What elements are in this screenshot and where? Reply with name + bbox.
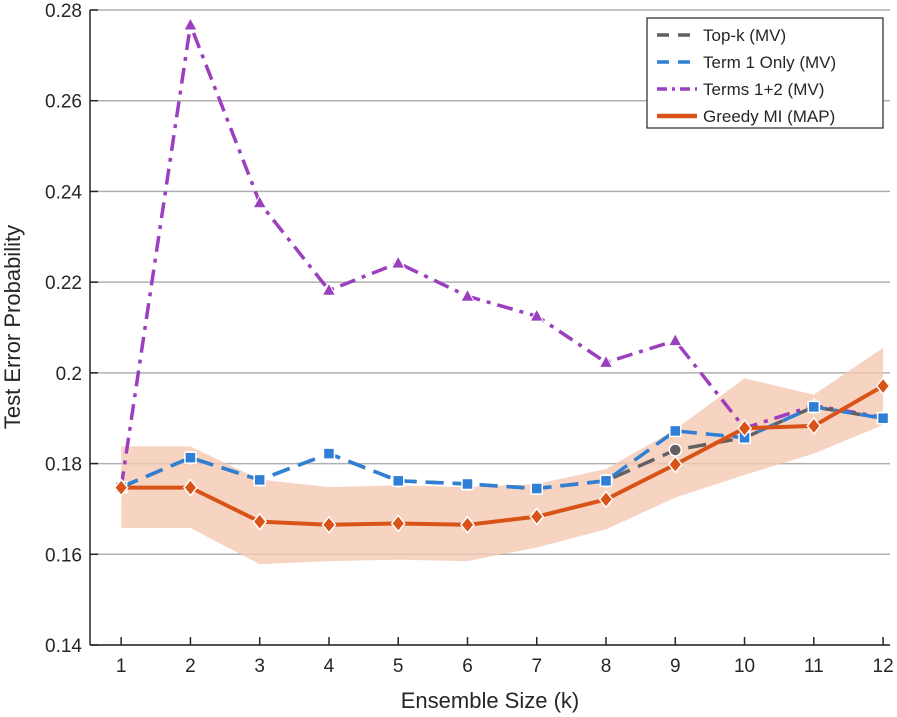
data-point-greedy-mi-map-7 bbox=[529, 507, 545, 526]
data-point-greedy-mi-map-11 bbox=[806, 416, 822, 436]
series-line-terms-1-2-mv bbox=[119, 23, 884, 488]
y-tick-label: 0.22 bbox=[45, 273, 82, 294]
legend-label-top-k-mv: Top-k (MV) bbox=[703, 26, 786, 45]
data-point-top-k-mv-9 bbox=[668, 443, 683, 457]
data-point-terms-1-2-mv-6 bbox=[460, 288, 475, 302]
y-tick-label: 0.14 bbox=[45, 636, 82, 657]
x-tick-label: 11 bbox=[804, 656, 824, 677]
y-axis-label: Test Error Probability bbox=[0, 225, 25, 429]
data-point-terms-1-2-mv-2 bbox=[183, 16, 198, 31]
x-tick-label: 7 bbox=[531, 656, 542, 677]
legend: Top-k (MV) Term 1 Only (MV) Terms 1+2 (MV)… bbox=[646, 17, 884, 129]
x-tick-label: 12 bbox=[873, 656, 894, 677]
x-tick-label: 10 bbox=[734, 656, 755, 677]
series-layer bbox=[113, 16, 891, 534]
series-line-term-1-only-mv bbox=[120, 405, 884, 491]
data-point-term-1-only-mv-8 bbox=[599, 474, 613, 488]
data-point-greedy-mi-map-10 bbox=[737, 419, 753, 438]
data-point-terms-1-2-mv-5 bbox=[390, 255, 406, 269]
y-tick-label: 0.2 bbox=[56, 364, 82, 385]
legend-label-term-1-only-mv: Term 1 Only (MV) bbox=[703, 53, 836, 72]
data-point-greedy-mi-map-8 bbox=[598, 490, 614, 509]
legend-label-greedy-mi-map: Greedy MI (MAP) bbox=[703, 107, 835, 126]
x-tick-label: 2 bbox=[185, 656, 196, 677]
data-point-terms-1-2-mv-8 bbox=[598, 354, 614, 368]
data-point-greedy-mi-map-12 bbox=[875, 376, 891, 396]
data-point-term-1-only-mv-3 bbox=[253, 473, 266, 487]
data-point-terms-1-2-mv-9 bbox=[667, 332, 683, 347]
data-point-term-1-only-mv-12 bbox=[876, 411, 890, 425]
data-point-greedy-mi-map-5 bbox=[390, 514, 406, 533]
x-tick-label: 8 bbox=[601, 656, 612, 677]
data-point-term-1-only-mv-5 bbox=[391, 474, 405, 488]
data-point-term-1-only-mv-4 bbox=[322, 447, 336, 460]
y-tick-label: 0.18 bbox=[45, 455, 82, 476]
data-point-greedy-mi-map-9 bbox=[667, 455, 683, 474]
series-terms-1-2-mv bbox=[113, 16, 891, 493]
x-tick-label: 1 bbox=[116, 656, 127, 677]
data-point-term-1-only-mv-6 bbox=[461, 477, 474, 491]
x-tick-label: 4 bbox=[324, 656, 335, 677]
data-point-term-1-only-mv-2 bbox=[184, 451, 197, 464]
y-tick-label: 0.26 bbox=[45, 92, 82, 113]
data-point-term-1-only-mv-11 bbox=[807, 400, 821, 414]
data-point-greedy-mi-map-4 bbox=[321, 515, 337, 534]
x-tick-label: 3 bbox=[254, 656, 265, 677]
legend-label-terms-1-2-mv: Terms 1+2 (MV) bbox=[703, 80, 824, 99]
confidence-band bbox=[121, 347, 884, 565]
y-tick-label: 0.24 bbox=[45, 182, 82, 203]
data-point-term-1-only-mv-9 bbox=[669, 424, 682, 438]
confidence-band-layer bbox=[121, 347, 884, 565]
data-point-term-1-only-mv-7 bbox=[530, 482, 544, 495]
axes bbox=[89, 9, 890, 646]
data-point-terms-1-2-mv-4 bbox=[321, 282, 337, 296]
data-point-greedy-mi-map-3 bbox=[252, 512, 268, 531]
x-tick-label: 9 bbox=[670, 656, 681, 677]
x-tick-label: 5 bbox=[393, 656, 404, 677]
y-tick-label: 0.16 bbox=[45, 545, 82, 566]
data-point-greedy-mi-map-1 bbox=[113, 478, 129, 497]
y-tick-label: 0.28 bbox=[45, 1, 82, 22]
data-point-greedy-mi-map-2 bbox=[182, 478, 198, 497]
data-point-greedy-mi-map-6 bbox=[460, 515, 475, 534]
data-point-terms-1-2-mv-3 bbox=[252, 194, 268, 209]
tick-labels: 1 2 3 4 5 6 7 8 9 10 11 120.140.160.180.20.220.240.… bbox=[45, 1, 894, 677]
data-point-terms-1-2-mv-7 bbox=[529, 308, 545, 322]
series-line-greedy-mi-map bbox=[121, 384, 885, 527]
series-greedy-mi-map bbox=[113, 376, 891, 534]
x-axis-label: Ensemble Size (k) bbox=[401, 688, 580, 713]
x-tick-label: 6 bbox=[462, 656, 473, 677]
